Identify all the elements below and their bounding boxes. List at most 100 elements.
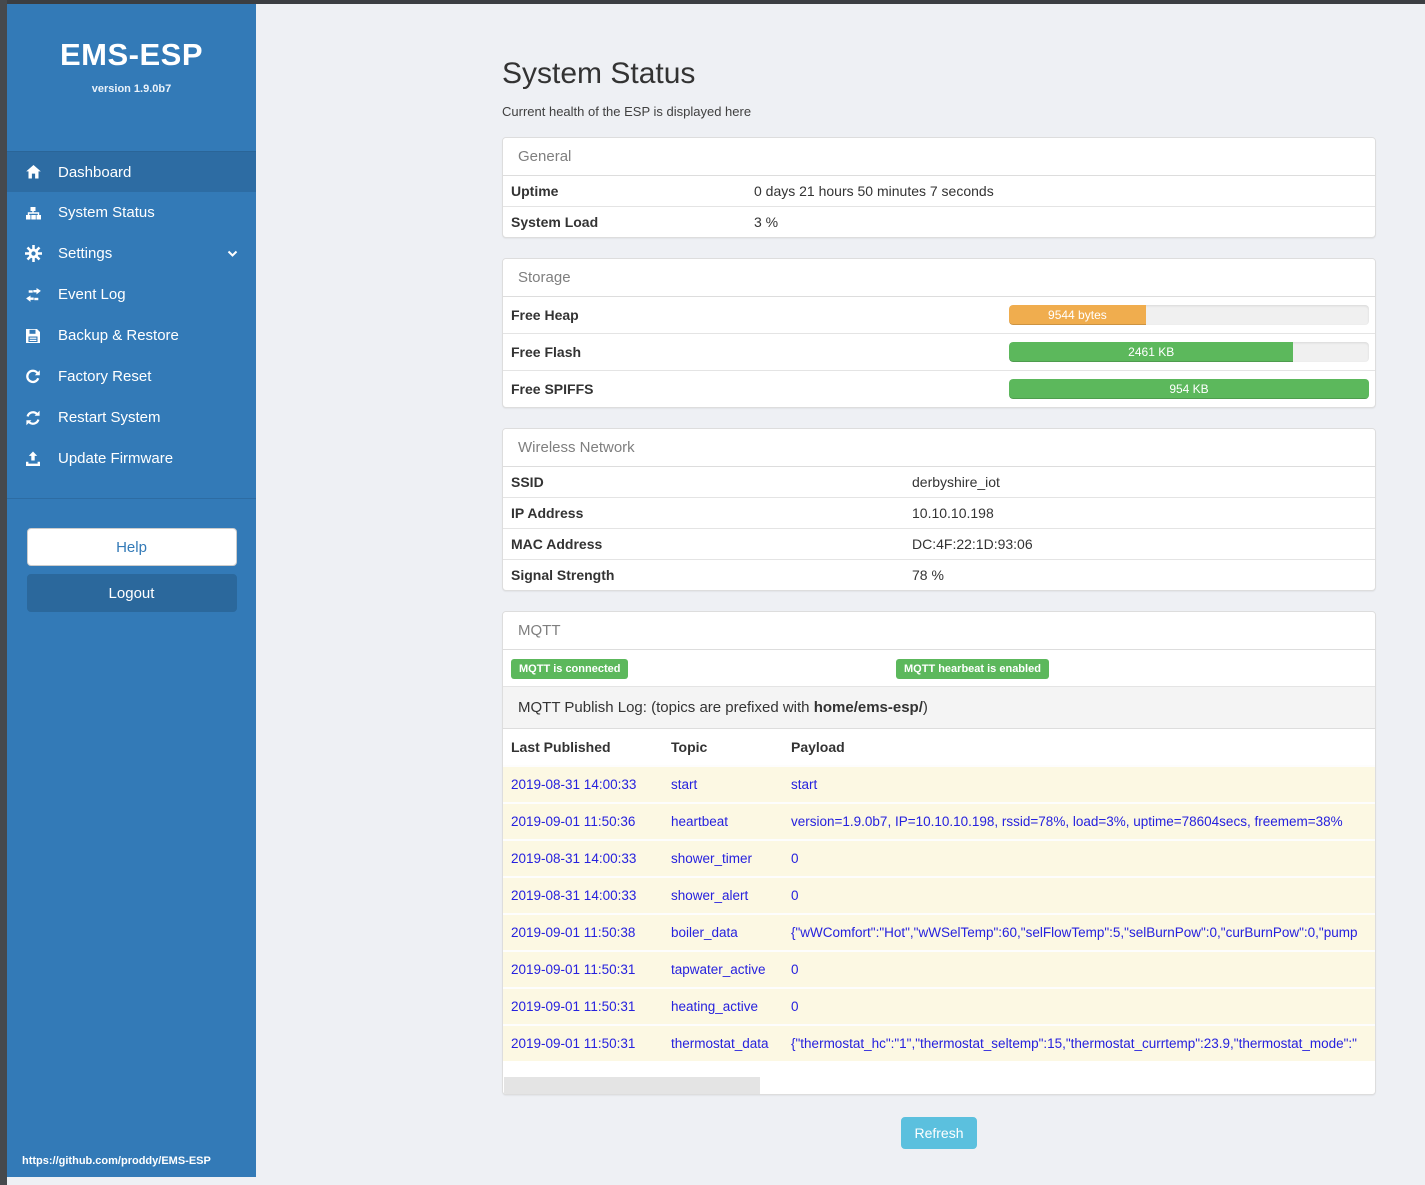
mqtt-panel: MQTT MQTT is connected MQTT hearbeat is … xyxy=(502,611,1376,1095)
log-timestamp: 2019-08-31 14:00:33 xyxy=(503,839,663,877)
free-heap-progress-track: 9544 bytes xyxy=(1009,305,1369,325)
col-topic: Topic xyxy=(663,729,783,767)
github-link[interactable]: https://github.com/proddy/EMS-ESP xyxy=(22,1155,211,1167)
exchange-icon xyxy=(22,287,44,302)
log-payload: 0 xyxy=(783,950,1375,988)
mac-address-label: MAC Address xyxy=(503,528,904,560)
table-row: 2019-09-01 11:50:38 boiler_data {"wWComf… xyxy=(503,913,1375,951)
system-load-label: System Load xyxy=(503,206,746,237)
wireless-table: SSID derbyshire_iot IP Address 10.10.10.… xyxy=(503,467,1375,590)
table-row: 2019-09-01 11:50:31 thermostat_data {"th… xyxy=(503,1024,1375,1061)
col-payload: Payload xyxy=(783,729,1375,767)
table-row: Free Flash 2461 KB xyxy=(503,333,1375,371)
main-content: System Status Current health of the ESP … xyxy=(256,4,1425,1149)
ssid-label: SSID xyxy=(511,474,544,490)
storage-panel-header: Storage xyxy=(503,259,1375,297)
sidebar-item-label: System Status xyxy=(58,204,155,221)
table-row: MAC Address DC:4F:22:1D:93:06 xyxy=(503,528,1375,560)
horizontal-scrollbar xyxy=(503,1077,1375,1094)
logout-button[interactable]: Logout xyxy=(26,574,237,612)
sidebar-item-factory-reset[interactable]: Factory Reset xyxy=(7,356,256,397)
sidebar-item-restart-system[interactable]: Restart System xyxy=(7,397,256,438)
log-timestamp: 2019-08-31 14:00:33 xyxy=(503,765,663,803)
sidebar-item-backup-restore[interactable]: Backup & Restore xyxy=(7,315,256,356)
refresh-icon xyxy=(22,410,44,426)
log-timestamp: 2019-09-01 11:50:38 xyxy=(503,913,663,951)
table-row: System Load 3 % xyxy=(503,206,1375,237)
mqtt-heartbeat-badge: MQTT hearbeat is enabled xyxy=(896,659,1049,679)
chevron-down-icon xyxy=(227,250,238,258)
help-button[interactable]: Help xyxy=(26,528,237,566)
log-topic: shower_alert xyxy=(663,876,783,914)
sidebar-nav: Dashboard System Status xyxy=(7,151,256,479)
sidebar-item-label: Settings xyxy=(58,245,113,262)
page-subtitle: Current health of the ESP is displayed h… xyxy=(502,104,752,119)
sidebar-item-settings[interactable]: Settings xyxy=(7,233,256,274)
table-header-row: Last Published Topic Payload xyxy=(503,729,1375,767)
log-topic: thermostat_data xyxy=(663,1024,783,1061)
refresh-button[interactable]: Refresh xyxy=(901,1117,977,1149)
mqtt-log-table: Last Published Topic Payload 2019-08-31 … xyxy=(503,729,1375,1061)
log-title-suffix: ) xyxy=(922,699,928,716)
sitemap-icon xyxy=(22,205,44,221)
log-payload: {"wWComfort":"Hot","wWSelTemp":60,"selFl… xyxy=(783,913,1375,951)
table-row: IP Address 10.10.10.198 xyxy=(503,497,1375,529)
log-timestamp: 2019-09-01 11:50:31 xyxy=(503,950,663,988)
uptime-label: Uptime xyxy=(511,183,559,199)
free-spiffs-label: Free SPIFFS xyxy=(503,370,1001,407)
log-timestamp: 2019-09-01 11:50:31 xyxy=(503,987,663,1025)
gear-icon xyxy=(22,245,44,262)
table-row: 2019-08-31 14:00:33 shower_alert 0 xyxy=(503,876,1375,914)
signal-strength-label: Signal Strength xyxy=(503,559,904,590)
window-left-edge xyxy=(0,0,7,1185)
sidebar-item-dashboard[interactable]: Dashboard xyxy=(7,151,256,192)
table-row: 2019-09-01 11:50:36 heartbeat version=1.… xyxy=(503,802,1375,840)
free-heap-progress-bar: 9544 bytes xyxy=(1009,305,1146,325)
mqtt-status-row: MQTT is connected MQTT hearbeat is enabl… xyxy=(503,650,1375,687)
log-title-topic-prefix: home/ems-esp/ xyxy=(813,699,923,716)
uptime-value: 0 days 21 hours 50 minutes 7 seconds xyxy=(754,183,994,199)
sidebar-divider xyxy=(7,498,256,499)
storage-table: Free Heap 9544 bytes Free Flash 2461 KB … xyxy=(503,297,1375,407)
sidebar-item-label: Update Firmware xyxy=(58,450,174,467)
general-panel: General Uptime 0 days 21 hours 50 minute… xyxy=(502,137,1376,238)
horizontal-scrollbar-thumb[interactable] xyxy=(504,1077,760,1094)
signal-strength-value: 78 % xyxy=(904,559,1375,590)
sidebar-item-label: Event Log xyxy=(58,286,126,303)
table-row: SSID derbyshire_iot xyxy=(503,467,1375,498)
mqtt-connected-badge: MQTT is connected xyxy=(511,659,629,679)
log-topic: heating_active xyxy=(663,987,783,1025)
sidebar-item-label: Dashboard xyxy=(58,163,132,181)
upload-icon xyxy=(22,451,44,467)
free-flash-progress-bar: 2461 KB xyxy=(1009,342,1294,362)
ip-address-value: 10.10.10.198 xyxy=(904,497,1375,529)
log-timestamp: 2019-08-31 14:00:33 xyxy=(503,876,663,914)
app-title: EMS-ESP xyxy=(59,37,204,72)
sidebar-item-event-log[interactable]: Event Log xyxy=(7,274,256,315)
log-timestamp: 2019-09-01 11:50:31 xyxy=(503,1024,663,1061)
log-payload: {"thermostat_hc":"1","thermostat_seltemp… xyxy=(783,1024,1375,1061)
table-row: Free Heap 9544 bytes xyxy=(503,297,1375,334)
sidebar-item-label: Restart System xyxy=(58,409,161,426)
mqtt-publish-log-title: MQTT Publish Log: (topics are prefixed w… xyxy=(503,687,1375,729)
ssid-value: derbyshire_iot xyxy=(912,474,1000,490)
free-spiffs-progress-bar: 954 KB xyxy=(1009,379,1369,399)
ip-address-label: IP Address xyxy=(503,497,904,529)
sidebar-item-system-status[interactable]: System Status xyxy=(7,192,256,233)
col-last-published: Last Published xyxy=(503,729,663,767)
save-icon xyxy=(22,328,44,344)
log-payload: start xyxy=(783,765,1375,803)
sidebar-item-update-firmware[interactable]: Update Firmware xyxy=(7,438,256,479)
sidebar-item-label: Backup & Restore xyxy=(58,327,179,344)
table-row: 2019-08-31 14:00:33 start start xyxy=(503,765,1375,803)
log-payload: 0 xyxy=(783,876,1375,914)
page-title: System Status xyxy=(502,57,696,90)
system-load-value: 3 % xyxy=(746,206,1375,237)
log-payload: version=1.9.0b7, IP=10.10.10.198, rssid=… xyxy=(783,802,1375,840)
free-flash-label: Free Flash xyxy=(503,333,1001,371)
rotate-right-icon xyxy=(22,369,44,385)
log-topic: boiler_data xyxy=(663,913,783,951)
log-payload: 0 xyxy=(783,987,1375,1025)
brand: EMS-ESP version 1.9.0b7 xyxy=(7,4,256,95)
log-payload: 0 xyxy=(783,839,1375,877)
